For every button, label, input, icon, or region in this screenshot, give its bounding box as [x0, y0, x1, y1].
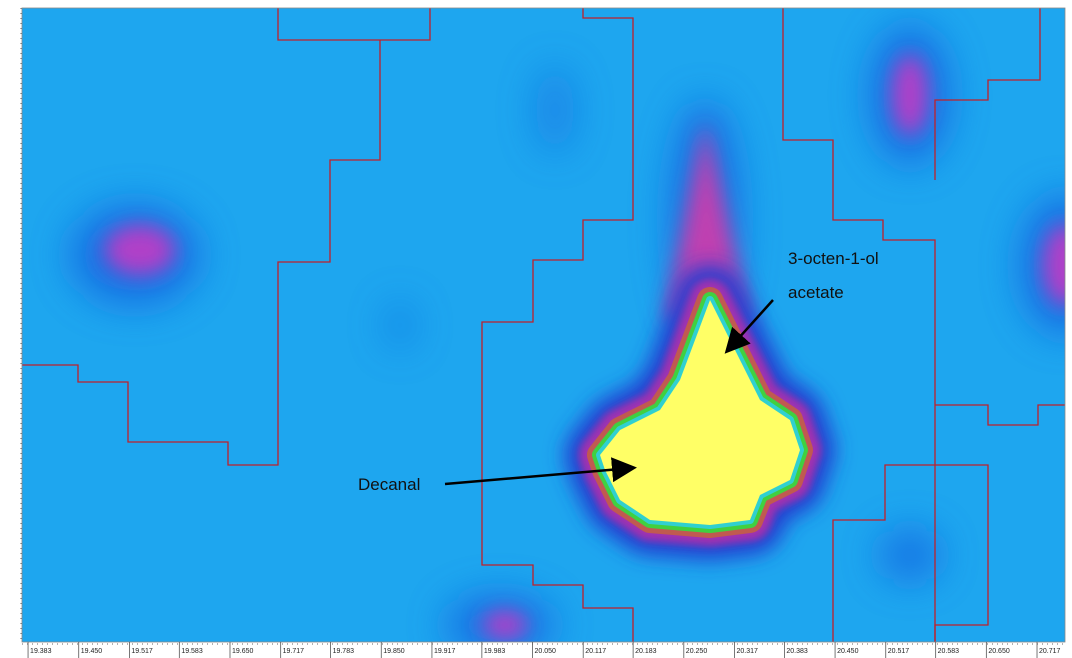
x-tick-label: 20.183	[635, 648, 657, 655]
plot-area	[22, 8, 1065, 642]
x-tick-label: 20.650	[988, 648, 1010, 655]
x-tick-label: 20.383	[786, 648, 808, 655]
x-tick-label: 20.250	[686, 648, 708, 655]
main-peak	[565, 120, 835, 560]
x-tick-label: 19.650	[232, 648, 254, 655]
x-tick-label: 19.983	[484, 648, 506, 655]
x-tick-label: 19.517	[131, 648, 153, 655]
x-tick-label: 20.583	[938, 648, 960, 655]
x-tick-label: 20.517	[888, 648, 910, 655]
annotation-arrow	[724, 299, 774, 354]
x-tick-label: 20.450	[837, 648, 859, 655]
annotation: Decanal	[358, 475, 420, 494]
x-tick-label: 19.783	[333, 648, 355, 655]
x-tick-label: 19.450	[81, 648, 103, 655]
x-tick-label: 19.717	[283, 648, 305, 655]
x-tick-label: 19.850	[383, 648, 405, 655]
x-tick-label: 20.317	[736, 648, 758, 655]
annotation: 3-octen-1-ol	[788, 249, 879, 268]
annotation-arrow	[444, 457, 637, 486]
x-tick-label: 20.717	[1039, 648, 1061, 655]
x-tick-label: 19.383	[30, 648, 52, 655]
x-tick-label: 20.117	[585, 648, 606, 655]
x-tick-label: 19.583	[181, 648, 203, 655]
x-tick-label: 20.050	[535, 648, 557, 655]
x-tick-label: 19.917	[434, 648, 456, 655]
y-axis-strip	[0, 8, 22, 642]
annotation: acetate	[788, 283, 844, 302]
region-borders	[22, 8, 1065, 642]
